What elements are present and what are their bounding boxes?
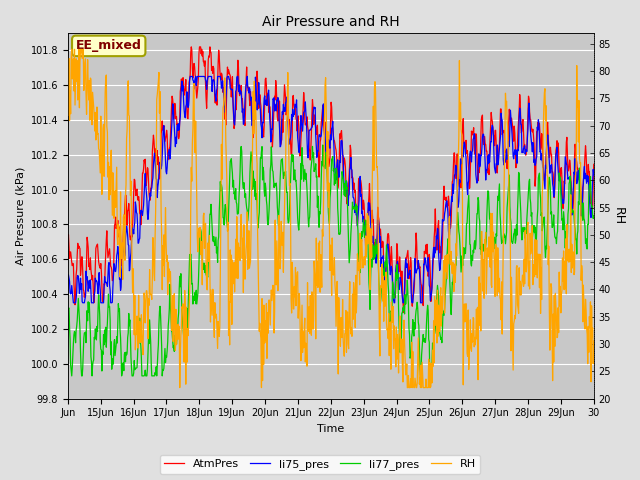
li75_pres [186,73,194,79]
li75_pres [90,300,97,306]
AtmPres [573,159,580,165]
li77_pres [68,373,76,379]
li77_pres [90,357,97,363]
RH [90,104,97,109]
li75_pres [573,181,580,187]
AtmPres [399,310,407,315]
RH [590,338,598,344]
li77_pres [573,251,580,257]
li75_pres [70,300,77,306]
RH [284,111,291,117]
Legend: AtmPres, li75_pres, li77_pres, RH: AtmPres, li75_pres, li77_pres, RH [160,455,480,474]
Line: li75_pres: li75_pres [68,76,594,303]
AtmPres [64,244,72,250]
AtmPres [283,108,291,114]
Line: RH: RH [68,49,594,388]
li77_pres [162,353,170,359]
Line: AtmPres: AtmPres [68,47,594,312]
AtmPres [374,213,382,219]
li77_pres [590,213,598,219]
li77_pres [564,205,572,211]
AtmPres [590,161,598,167]
li75_pres [375,221,383,227]
li77_pres [375,278,383,284]
Y-axis label: RH: RH [612,207,625,225]
Y-axis label: Air Pressure (kPa): Air Pressure (kPa) [15,167,25,265]
AtmPres [162,136,170,142]
RH [564,259,572,265]
AtmPres [564,168,572,174]
RH [64,102,72,108]
Title: Air Pressure and RH: Air Pressure and RH [262,15,399,29]
RH [162,239,170,244]
li75_pres [564,175,572,180]
AtmPres [188,44,195,50]
RH [176,385,184,391]
li77_pres [319,142,326,148]
li77_pres [283,190,291,195]
li75_pres [284,100,291,106]
li75_pres [162,169,170,175]
RH [375,278,383,284]
li75_pres [64,273,72,279]
li77_pres [64,306,72,312]
RH [68,47,76,52]
Line: li77_pres: li77_pres [68,145,594,376]
AtmPres [90,281,97,287]
li75_pres [590,172,598,178]
Text: EE_mixed: EE_mixed [76,39,141,52]
X-axis label: Time: Time [317,424,344,434]
RH [573,63,580,69]
